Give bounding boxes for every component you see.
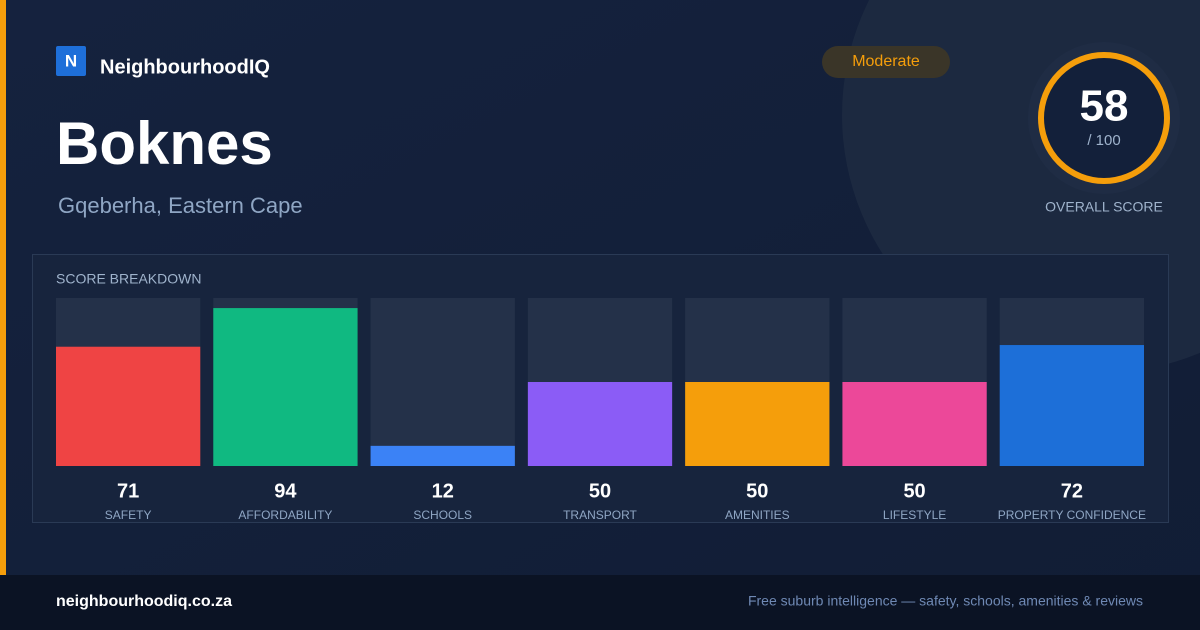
footer	[0, 575, 1200, 630]
bar	[370, 445, 515, 466]
badge-bg	[822, 46, 950, 78]
category-label: SCHOOLS	[413, 508, 472, 522]
bar	[842, 382, 987, 466]
category-label: TRANSPORT	[563, 508, 637, 522]
value-label: 94	[274, 480, 297, 502]
title: Boknes	[56, 110, 273, 177]
category-label: LIFESTYLE	[883, 508, 946, 522]
footer-tagline: Free suburb intelligence — safety, schoo…	[748, 593, 1143, 609]
bar	[685, 382, 830, 466]
value-label: 72	[1061, 480, 1083, 502]
score-ring	[1038, 52, 1170, 184]
score-max: / 100	[1087, 132, 1120, 149]
footer-site: neighbourhoodiq.co.za	[56, 593, 232, 610]
chart-title: SCORE BREAKDOWN	[56, 271, 201, 287]
brand: NeighbourhoodIQ	[100, 56, 270, 78]
badge: Moderate	[852, 53, 920, 70]
category-label: AMENITIES	[725, 508, 790, 522]
score-label: OVERALL SCORE	[1045, 199, 1163, 215]
bar-track	[370, 298, 515, 466]
accent-stripe	[0, 0, 6, 575]
value-label: 50	[903, 480, 925, 502]
subtitle: Gqeberha, Eastern Cape	[58, 193, 303, 218]
category-label: AFFORDABILITY	[238, 508, 332, 522]
bar	[56, 346, 201, 466]
logo	[56, 46, 86, 76]
logo-letter: N	[65, 51, 77, 70]
category-label: PROPERTY CONFIDENCE	[998, 508, 1146, 522]
bar	[999, 345, 1144, 466]
category-label: SAFETY	[105, 508, 152, 522]
value-label: 50	[746, 480, 768, 502]
bar	[213, 308, 358, 466]
value-label: 50	[589, 480, 611, 502]
value-label: 12	[432, 480, 454, 502]
bar	[527, 382, 673, 466]
score: 58	[1080, 82, 1129, 131]
value-label: 71	[117, 480, 139, 502]
